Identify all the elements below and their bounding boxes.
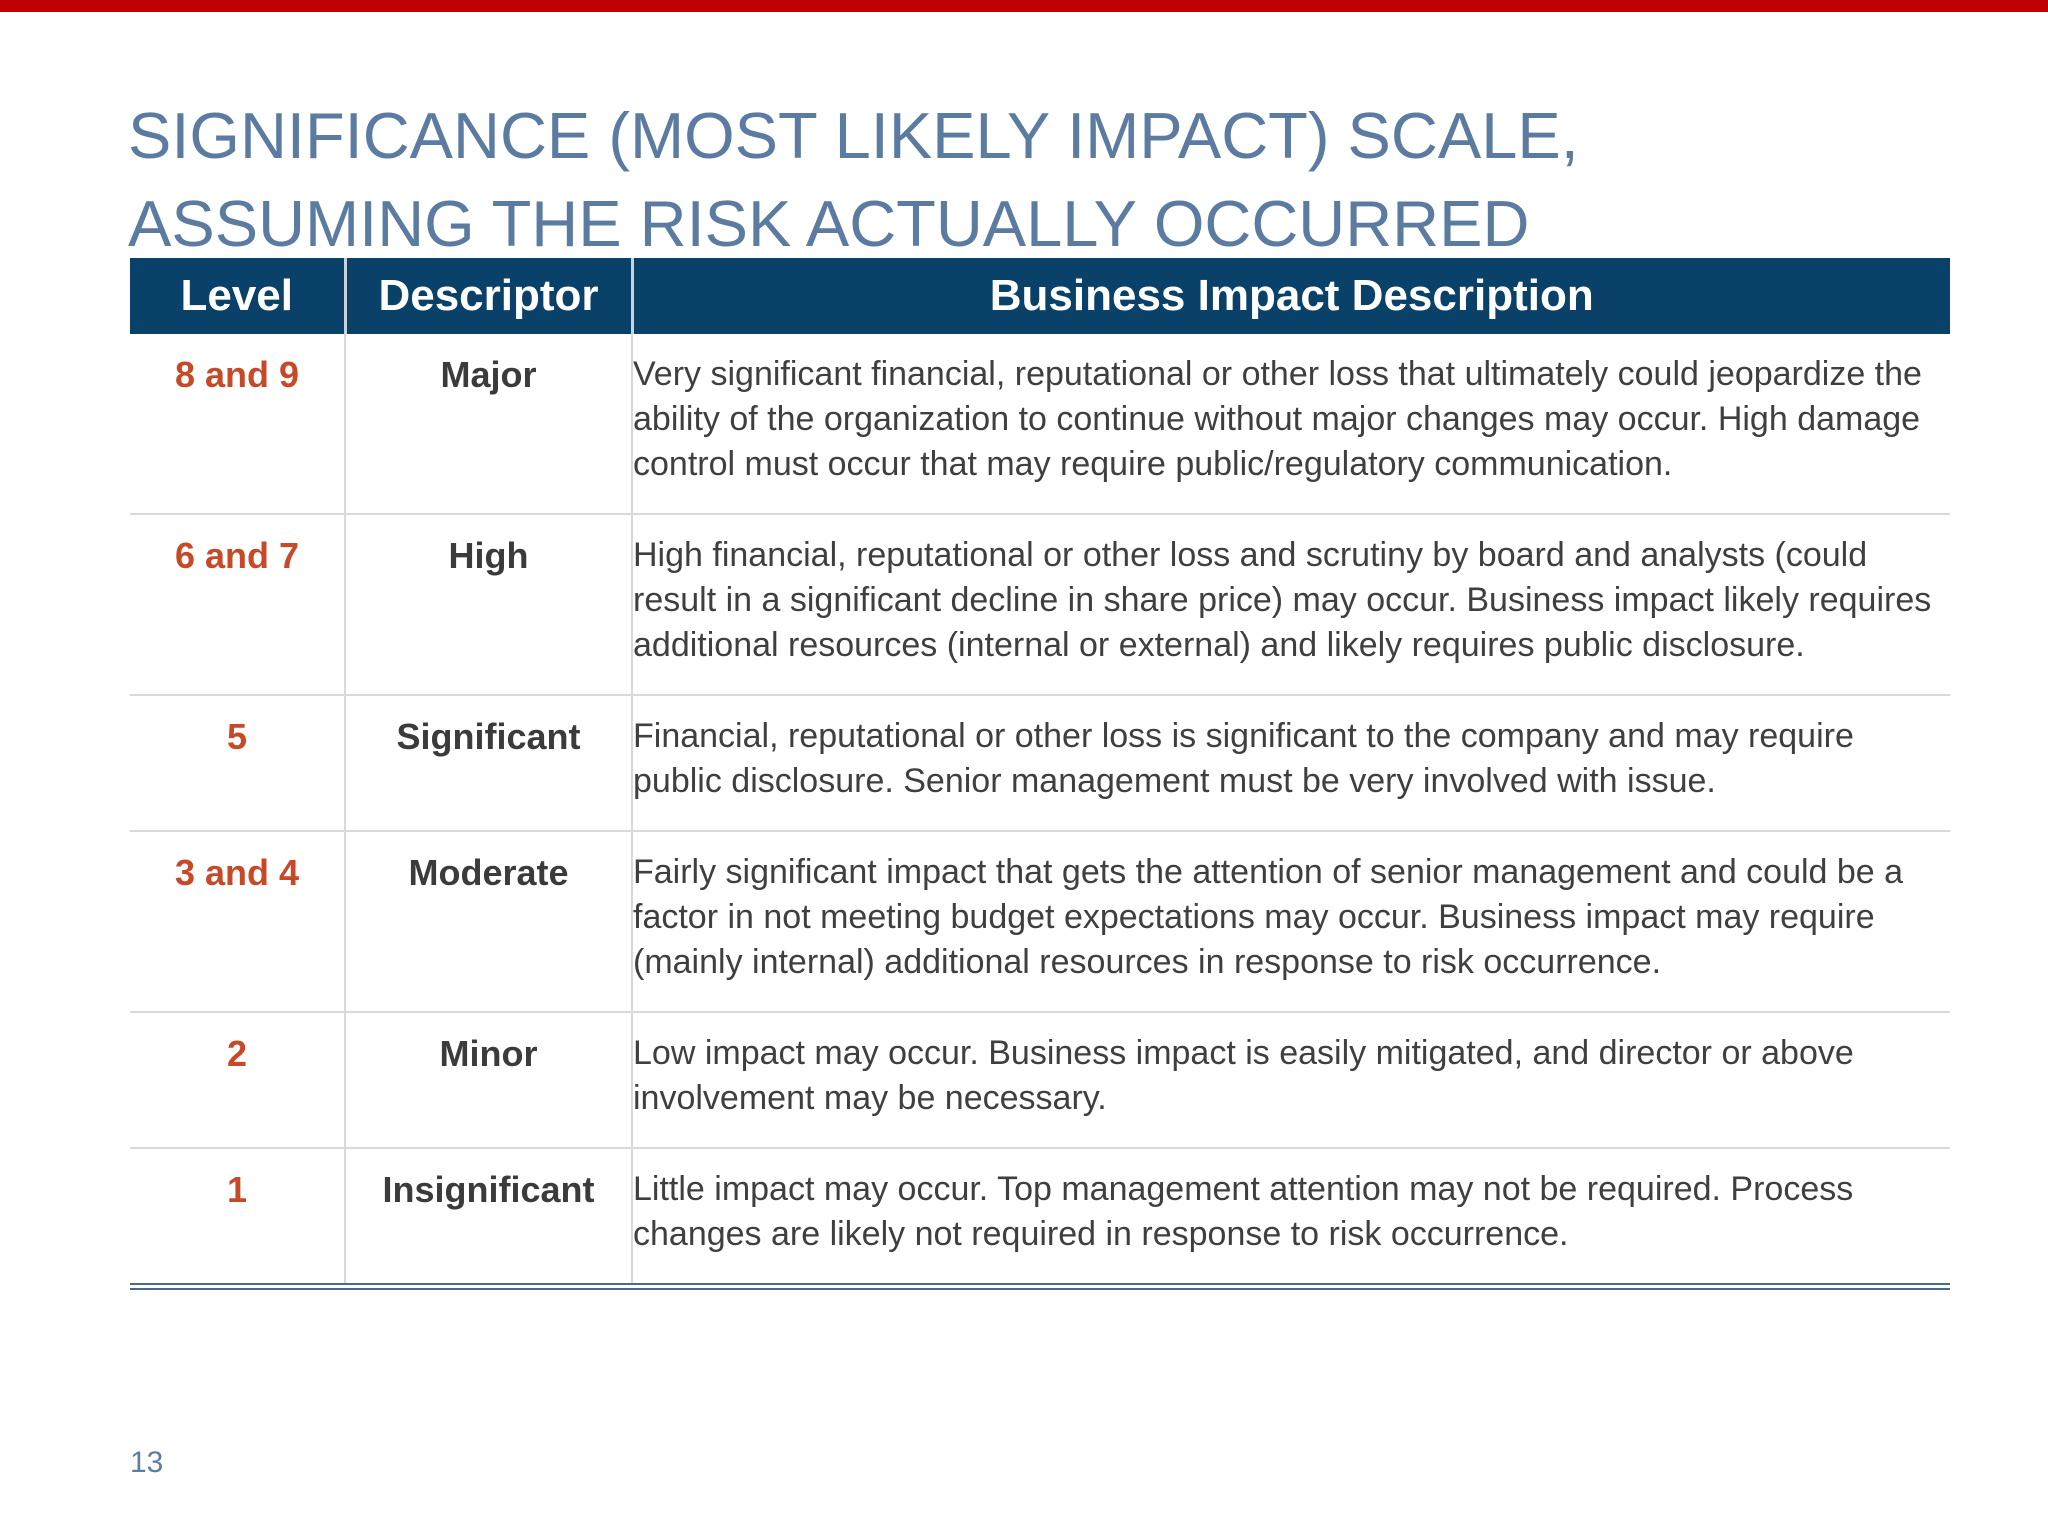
slide-title-line-1: SIGNIFICANCE (MOST LIKELY IMPACT) SCALE, (128, 98, 1579, 172)
cell-level: 2 (130, 1011, 345, 1148)
cell-descriptor: High (344, 513, 632, 695)
cell-descriptor: Significant (344, 694, 632, 831)
table-body: 8 and 9 Major Very significant financial, … (130, 334, 1950, 1287)
cell-descriptor: Insignificant (344, 1147, 632, 1287)
cell-level: 3 and 4 (130, 830, 345, 1012)
cell-level: 6 and 7 (130, 513, 345, 695)
cell-description: Financial, reputational or other loss is… (631, 694, 1950, 831)
table-header: Level Descriptor Business Impact Descrip… (130, 258, 1950, 334)
cell-description: Little impact may occur. Top management … (631, 1147, 1950, 1287)
table-row: 1 Insignificant Little impact may occur. T… (130, 1147, 1950, 1287)
column-header-business-impact-description: Business Impact Description (630, 258, 1950, 334)
cell-description: Very significant financial, reputational… (631, 334, 1950, 514)
table-row: 5 Significant Financial, reputational or o… (130, 694, 1950, 831)
cell-level: 5 (130, 694, 345, 831)
slide-title-line-2: ASSUMING THE RISK ACTUALLY OCCURRED (128, 186, 1530, 260)
slide-title: SIGNIFICANCE (MOST LIKELY IMPACT) SCALE,… (128, 92, 1848, 268)
table-row: 6 and 7 High High financial, reputational … (130, 513, 1950, 695)
cell-descriptor: Major (344, 334, 632, 514)
top-accent-bar (0, 0, 2048, 12)
significance-scale-table: Level Descriptor Business Impact Descrip… (130, 258, 1950, 1290)
cell-level: 8 and 9 (174, 354, 300, 395)
table-row: 3 and 4 Moderate Fairly significant impact… (130, 830, 1950, 1012)
column-header-descriptor: Descriptor (343, 258, 632, 334)
table-row: 2 Minor Low impact may occur. Business imp… (130, 1011, 1950, 1148)
cell-description: Fairly significant impact that gets the … (631, 830, 1950, 1012)
cell-description: Low impact may occur. Business impact is… (631, 1011, 1950, 1148)
cell-descriptor: Moderate (344, 830, 632, 1012)
cell-description: High financial, reputational or other lo… (631, 513, 1950, 695)
cell-level: 1 (130, 1147, 345, 1287)
table-row: 8 and 9 Major Very significant financial, … (130, 334, 1950, 514)
cell-descriptor: Minor (344, 1011, 632, 1148)
column-header-level: Level (130, 258, 345, 334)
table-header-row: Level Descriptor Business Impact Descrip… (130, 258, 1950, 334)
page-number: 13 (130, 1446, 164, 1479)
